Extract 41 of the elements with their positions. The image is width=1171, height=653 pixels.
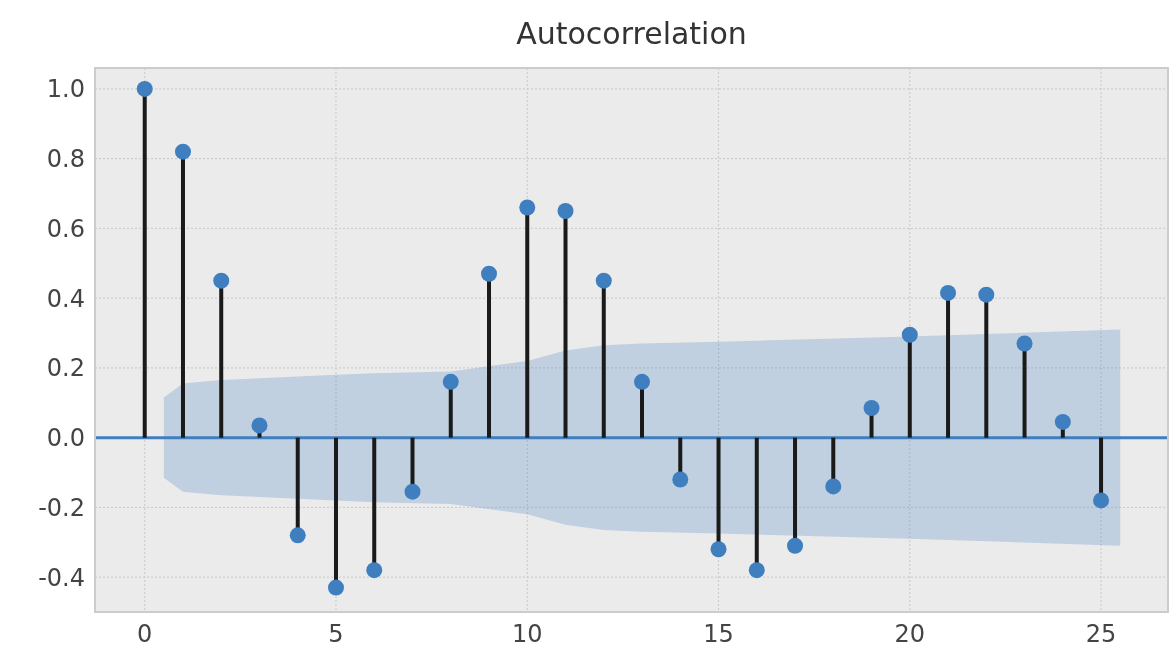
point [940,284,957,301]
point [481,265,498,282]
point [595,272,612,289]
y-tick-label: -0.2 [38,493,85,522]
point [136,80,153,97]
point [404,483,421,500]
x-tick-label: 0 [137,620,153,648]
x-tick-label: 10 [511,620,543,648]
point [366,562,383,579]
point [1093,492,1110,509]
y-tick-label: 0.6 [46,214,85,243]
point [901,326,918,343]
point [672,471,689,488]
x-tick-label: 15 [703,620,734,648]
point [251,417,268,434]
point [442,373,459,390]
y-tick-label: 0.8 [46,145,85,174]
y-tick-label: 1.0 [46,75,85,104]
point [328,579,344,596]
point [213,272,230,289]
point [519,199,536,216]
point [557,202,574,219]
point [289,527,306,544]
point [748,562,765,579]
y-tick-label: 0.2 [46,354,85,383]
x-tick-label: 25 [1085,620,1117,648]
y-tick-label: -0.4 [38,563,85,592]
x-tick-label: 5 [328,620,344,648]
y-tick-label: 0.0 [46,424,85,453]
point [787,537,804,554]
point [710,541,727,558]
point [1016,335,1033,352]
chart-title: Autocorrelation [516,16,747,51]
point [634,373,651,390]
x-tick-label: 20 [894,620,926,648]
point [978,286,995,303]
point [1054,413,1071,430]
point [174,143,191,160]
y-tick-label: 0.4 [46,284,85,313]
point [825,478,842,495]
point [863,400,880,416]
